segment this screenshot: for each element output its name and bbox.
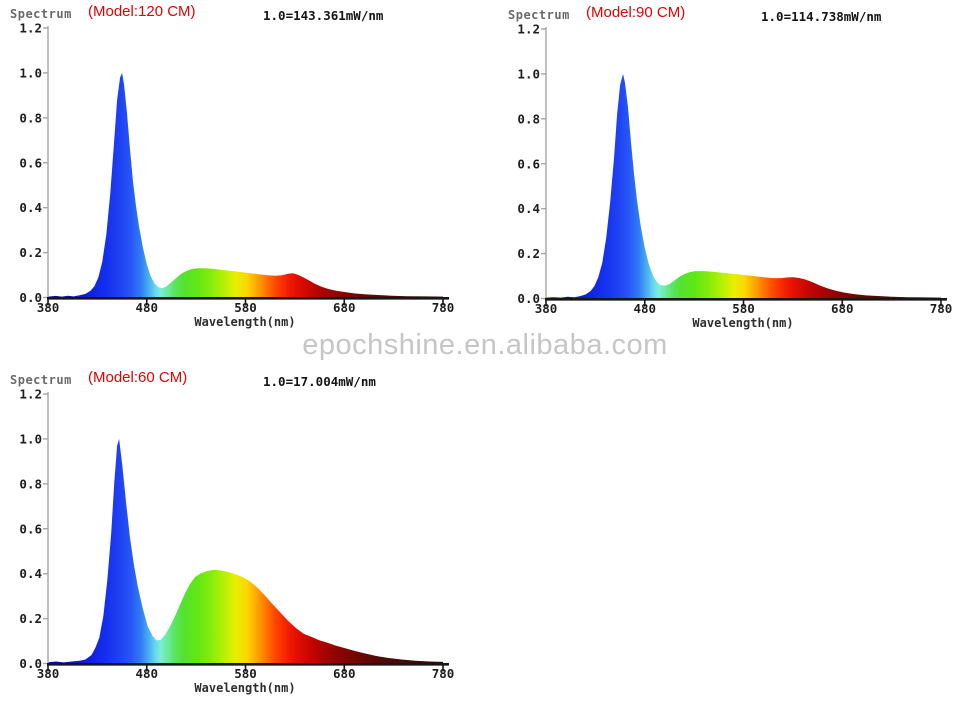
svg-text:380: 380 (37, 300, 60, 315)
model-label-90cm: (Model:90 CM) (586, 4, 686, 21)
svg-text:580: 580 (234, 300, 257, 315)
scale-value-120cm: 1.0=143.361mW/nm (263, 8, 384, 23)
svg-text:0.0: 0.0 (517, 291, 540, 306)
svg-text:680: 680 (831, 301, 854, 316)
svg-text:0.8: 0.8 (19, 110, 42, 125)
svg-text:0.6: 0.6 (517, 156, 540, 171)
svg-text:480: 480 (135, 300, 158, 315)
svg-text:380: 380 (37, 666, 60, 681)
svg-text:0.8: 0.8 (517, 111, 540, 126)
spectrum-chart-120cm: Spectrum (Model:120 CM) 1.0=143.361mW/nm… (0, 0, 460, 335)
scale-value-60cm: 1.0=17.004mW/nm (263, 374, 376, 389)
model-label-120cm: (Model:120 CM) (88, 3, 196, 20)
svg-text:0.0: 0.0 (19, 290, 42, 305)
spectrum-title: Spectrum (10, 373, 72, 387)
scale-value-90cm: 1.0=114.738mW/nm (761, 9, 882, 24)
svg-text:480: 480 (135, 666, 158, 681)
spectrum-chart-90cm: Spectrum (Model:90 CM) 1.0=114.738mW/nm … (498, 1, 958, 336)
spectrum-plot-120cm: 0.0 0.2 0.4 0.6 0.8 1.0 1.2 380 480 580 680 780 Wave… (19, 21, 455, 330)
svg-text:0.4: 0.4 (517, 201, 540, 216)
svg-text:580: 580 (234, 666, 257, 681)
svg-text:1.0: 1.0 (19, 431, 42, 446)
spectrum-title: Spectrum (10, 7, 72, 21)
svg-text:1.2: 1.2 (517, 22, 540, 37)
spectrum-plot-60cm: 0.0 0.2 0.4 0.6 0.8 1.0 1.2 380 480 580 680 780 Wave… (19, 387, 455, 696)
svg-text:1.2: 1.2 (19, 21, 42, 36)
model-label-60cm: (Model:60 CM) (88, 369, 188, 386)
svg-text:Wavelength(nm): Wavelength(nm) (194, 315, 295, 329)
spectrum-plot-90cm: 0.0 0.2 0.4 0.6 0.8 1.0 1.2 380 480 580 680 780 Wave… (517, 22, 953, 331)
svg-text:1.2: 1.2 (19, 387, 42, 402)
spectrum-chart-60cm: Spectrum (Model:60 CM) 1.0=17.004mW/nm 0… (0, 366, 460, 701)
svg-text:780: 780 (432, 300, 455, 315)
svg-text:0.4: 0.4 (19, 200, 42, 215)
svg-text:0.4: 0.4 (19, 566, 42, 581)
svg-text:780: 780 (432, 666, 455, 681)
svg-text:480: 480 (633, 301, 656, 316)
svg-text:780: 780 (930, 301, 953, 316)
svg-text:1.0: 1.0 (517, 66, 540, 81)
svg-text:Wavelength(nm): Wavelength(nm) (692, 316, 793, 330)
svg-text:0.2: 0.2 (517, 246, 540, 261)
svg-text:0.6: 0.6 (19, 155, 42, 170)
svg-text:0.2: 0.2 (19, 611, 42, 626)
svg-text:380: 380 (535, 301, 558, 316)
watermark-text: epochshine.en.alibaba.com (302, 329, 668, 361)
svg-text:Wavelength(nm): Wavelength(nm) (194, 681, 295, 695)
svg-text:680: 680 (333, 300, 356, 315)
svg-text:0.8: 0.8 (19, 476, 42, 491)
svg-text:0.0: 0.0 (19, 656, 42, 671)
spectrum-title: Spectrum (508, 8, 570, 22)
svg-text:680: 680 (333, 666, 356, 681)
svg-text:1.0: 1.0 (19, 65, 42, 80)
svg-text:580: 580 (732, 301, 755, 316)
svg-text:0.2: 0.2 (19, 245, 42, 260)
svg-text:0.6: 0.6 (19, 521, 42, 536)
